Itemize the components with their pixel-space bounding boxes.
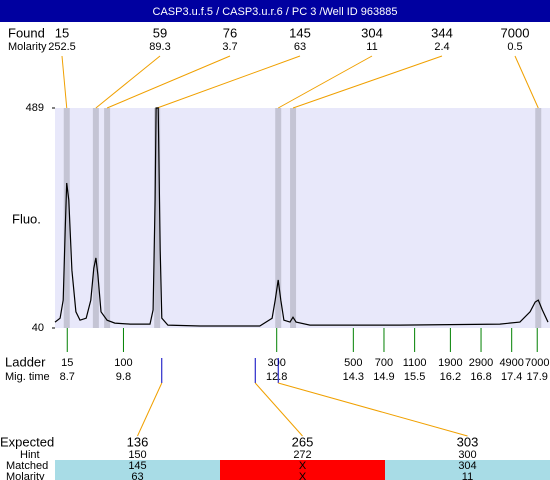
ladder-label: Ladder xyxy=(5,354,46,369)
hint-size: 150 xyxy=(128,449,146,461)
ladder-size: 2900 xyxy=(469,357,493,369)
peak-connector xyxy=(277,55,373,109)
ladder-size: 15 xyxy=(61,357,73,369)
peak-connector xyxy=(106,55,231,109)
match-cell xyxy=(55,460,220,480)
matched-size: X xyxy=(299,460,307,472)
found-size: 344 xyxy=(431,25,453,40)
expected-size: 136 xyxy=(127,434,149,449)
matched-molarity: 11 xyxy=(462,471,473,480)
trace xyxy=(54,107,549,327)
ladder-time: 8.7 xyxy=(60,371,75,383)
ladder-size: 300 xyxy=(268,357,286,369)
matched-molarity: X xyxy=(299,471,307,480)
peak-band xyxy=(275,108,282,328)
ladder-size: 4900 xyxy=(499,357,523,369)
found-molarity: 63 xyxy=(294,41,306,53)
ladder-size: 7000 xyxy=(525,357,549,369)
peak-band xyxy=(290,108,297,328)
peak-band xyxy=(104,108,111,328)
expected-connector xyxy=(278,382,468,437)
hint-label: Hint xyxy=(20,449,40,461)
found-molarity-label: Molarity xyxy=(8,41,47,53)
expected-connector xyxy=(254,382,303,437)
peak-band xyxy=(63,108,70,328)
found-size: 15 xyxy=(55,25,69,40)
expected-label: Expected xyxy=(0,434,54,449)
peak-connector xyxy=(156,55,301,109)
ladder-time: 12.8 xyxy=(266,371,287,383)
peak-band xyxy=(535,108,542,328)
ladder-time: 15.5 xyxy=(404,371,425,383)
expected-size: 303 xyxy=(457,434,479,449)
ladder-size: 700 xyxy=(375,357,393,369)
matched-size: 304 xyxy=(458,460,476,472)
found-molarity: 3.7 xyxy=(222,41,237,53)
ladder-time: 9.8 xyxy=(116,371,131,383)
ladder-size: 100 xyxy=(114,357,132,369)
ladder-time: 16.8 xyxy=(470,371,491,383)
ladder-size: 1100 xyxy=(403,357,427,369)
peak-band xyxy=(154,108,161,328)
found-molarity: 11 xyxy=(366,41,377,53)
found-size: 76 xyxy=(223,25,237,40)
title: CASP3.u.f.5 / CASP3.u.r.6 / PC 3 /Well I… xyxy=(153,6,398,18)
expected-connector xyxy=(137,382,163,437)
matched-label: Matched xyxy=(6,460,48,472)
found-molarity: 252.5 xyxy=(48,41,76,53)
y-tick-label: 40 xyxy=(32,322,44,334)
match-cell xyxy=(220,460,385,480)
plot-area xyxy=(55,108,550,328)
matched-size: 145 xyxy=(128,460,146,472)
ladder-time-label: Mig. time xyxy=(5,371,50,383)
peak-band xyxy=(92,108,99,328)
ladder-time: 17.9 xyxy=(527,371,548,383)
ladder-time: 14.3 xyxy=(343,371,364,383)
found-size: 59 xyxy=(153,25,167,40)
found-size: 145 xyxy=(289,25,311,40)
hint-size: 272 xyxy=(293,449,311,461)
ladder-size: 500 xyxy=(344,357,362,369)
matched-molarity: 63 xyxy=(131,471,143,480)
found-label: Found xyxy=(8,25,45,40)
peak-connector xyxy=(61,55,68,109)
peak-connector xyxy=(292,55,443,109)
found-molarity: 0.5 xyxy=(507,41,522,53)
ladder-time: 16.2 xyxy=(440,371,461,383)
peak-connector xyxy=(514,55,539,109)
found-size: 304 xyxy=(361,25,383,40)
y-label: Fluo. xyxy=(12,211,41,226)
ladder-time: 17.4 xyxy=(501,371,522,383)
found-molarity: 89.3 xyxy=(149,41,170,53)
ladder-time: 14.9 xyxy=(373,371,394,383)
ladder-size: 1900 xyxy=(438,357,462,369)
molarity-label: Molarity xyxy=(6,471,45,480)
title-bar xyxy=(0,0,550,22)
match-cell xyxy=(385,460,550,480)
peak-connector xyxy=(95,55,161,109)
expected-size: 265 xyxy=(292,434,314,449)
found-size: 7000 xyxy=(501,25,530,40)
y-tick-label: 489 xyxy=(26,102,44,114)
hint-size: 300 xyxy=(458,449,476,461)
found-molarity: 2.4 xyxy=(434,41,449,53)
